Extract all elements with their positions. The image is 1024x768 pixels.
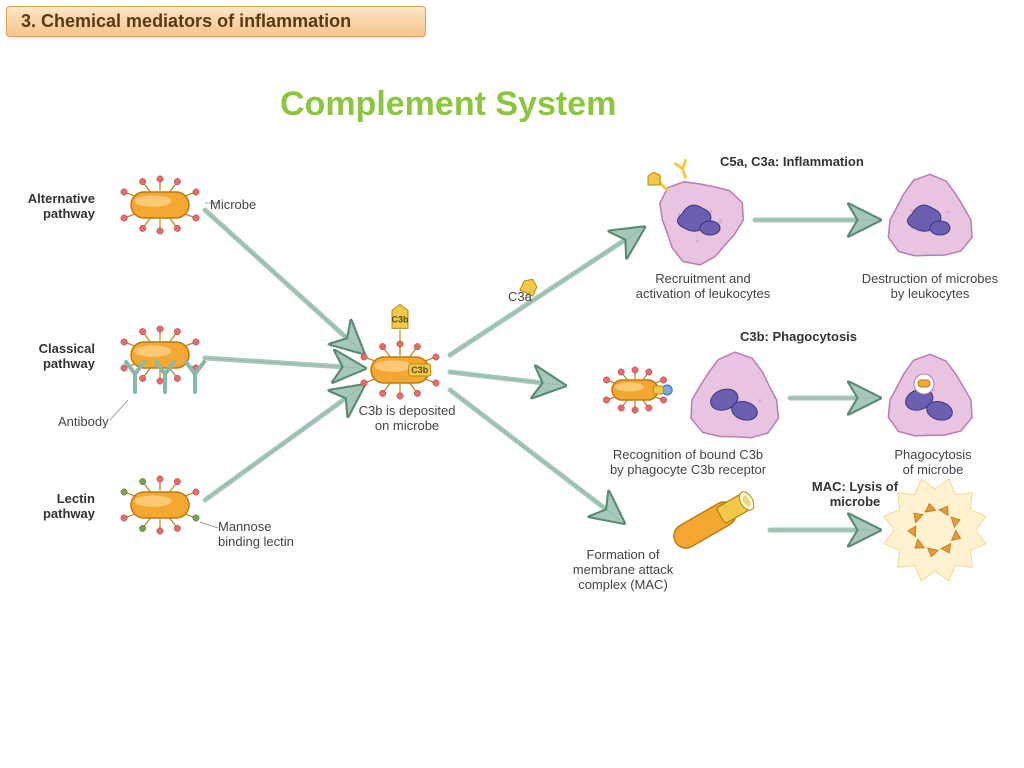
label-lectin-pathway: Lectinpathway [10,492,95,522]
label-c3b-deposited: C3b is depositedon microbe [352,404,462,434]
label-antibody: Antibody [58,415,109,430]
label-recruitment: Recruitment andactivation of leukocytes [628,272,778,302]
label-c3b-phago: C3b: Phagocytosis [740,330,857,345]
label-classical-pathway: Classicalpathway [10,342,95,372]
svg-text:C3b: C3b [411,365,429,375]
label-recognition: Recognition of bound C3bby phagocyte C3b… [598,448,778,478]
label-microbe: Microbe [210,198,256,213]
label-mannose: Mannosebinding lectin [218,520,294,550]
label-mac-formation: Formation ofmembrane attackcomplex (MAC) [558,548,688,593]
label-c5a-c3a: C5a, C3a: Inflammation [720,155,864,170]
diagram-canvas: C3b C3b [0,0,1024,768]
label-alt-pathway: Alternativepathway [10,192,95,222]
svg-text:C3b: C3b [391,314,409,324]
label-mac-lysis: MAC: Lysis ofmicrobe [800,480,910,510]
label-phagocytosis: Phagocytosisof microbe [878,448,988,478]
label-destruction: Destruction of microbesby leukocytes [850,272,1010,302]
label-c3a: C3a [508,290,532,305]
